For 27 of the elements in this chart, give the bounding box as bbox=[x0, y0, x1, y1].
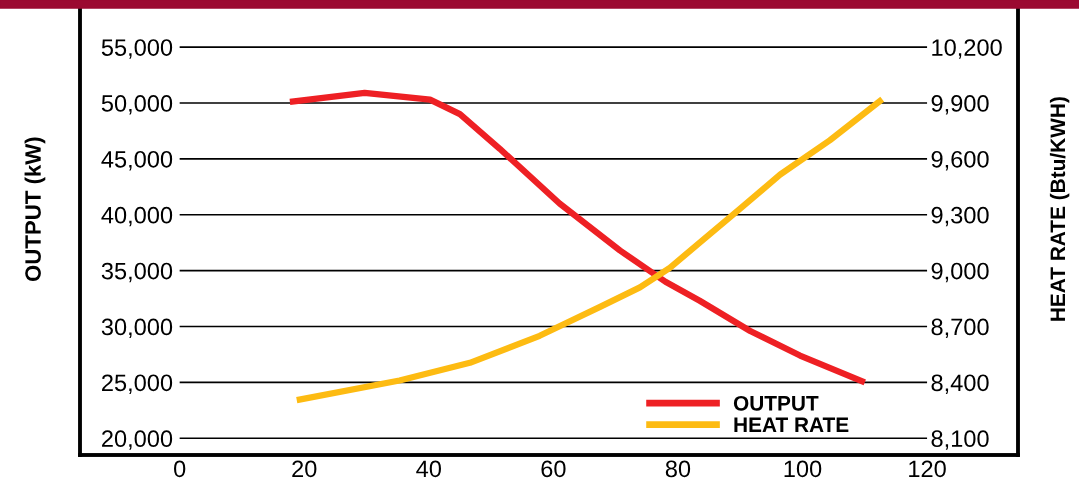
y2-tick-label: 9,300 bbox=[931, 206, 989, 227]
y2-tick-label: 9,900 bbox=[931, 95, 989, 115]
y-tick-label: 40,000 bbox=[101, 206, 173, 227]
x-tick-label: 100 bbox=[784, 460, 822, 478]
x-tick-label: 60 bbox=[541, 460, 566, 478]
y-tick-label: 35,000 bbox=[101, 262, 173, 283]
y2-tick-label: 8,400 bbox=[931, 374, 989, 394]
x-tick-label: 20 bbox=[292, 460, 317, 478]
legend-label: HEAT RATE bbox=[734, 417, 849, 432]
y-tick-label: 20,000 bbox=[102, 430, 173, 450]
y-tick-label: 45,000 bbox=[101, 150, 173, 171]
y2-tick-label: 8,700 bbox=[931, 318, 989, 339]
y2-tick-label: 9,600 bbox=[931, 150, 989, 171]
y2-tick-label: 8,100 bbox=[931, 430, 989, 450]
y-tick-label: 50,000 bbox=[101, 95, 173, 115]
x-tick-label: 0 bbox=[174, 460, 186, 478]
y2-axis-title: HEAT RATE (Btu/KWH) bbox=[1049, 97, 1070, 321]
x-tick-label: 80 bbox=[665, 460, 691, 478]
x-tick-label: 120 bbox=[909, 460, 946, 478]
y2-tick-label: 10,200 bbox=[932, 39, 1002, 59]
y-tick-label: 25,000 bbox=[102, 374, 173, 394]
y-tick-label: 55,000 bbox=[101, 39, 173, 59]
x-tick-label: 40 bbox=[416, 460, 441, 478]
y2-tick-label: 9,000 bbox=[931, 262, 989, 283]
y-axis-title: OUTPUT (kW) bbox=[24, 137, 46, 282]
y-tick-label: 30,000 bbox=[101, 318, 173, 339]
legend-label: OUTPUT bbox=[733, 395, 819, 411]
